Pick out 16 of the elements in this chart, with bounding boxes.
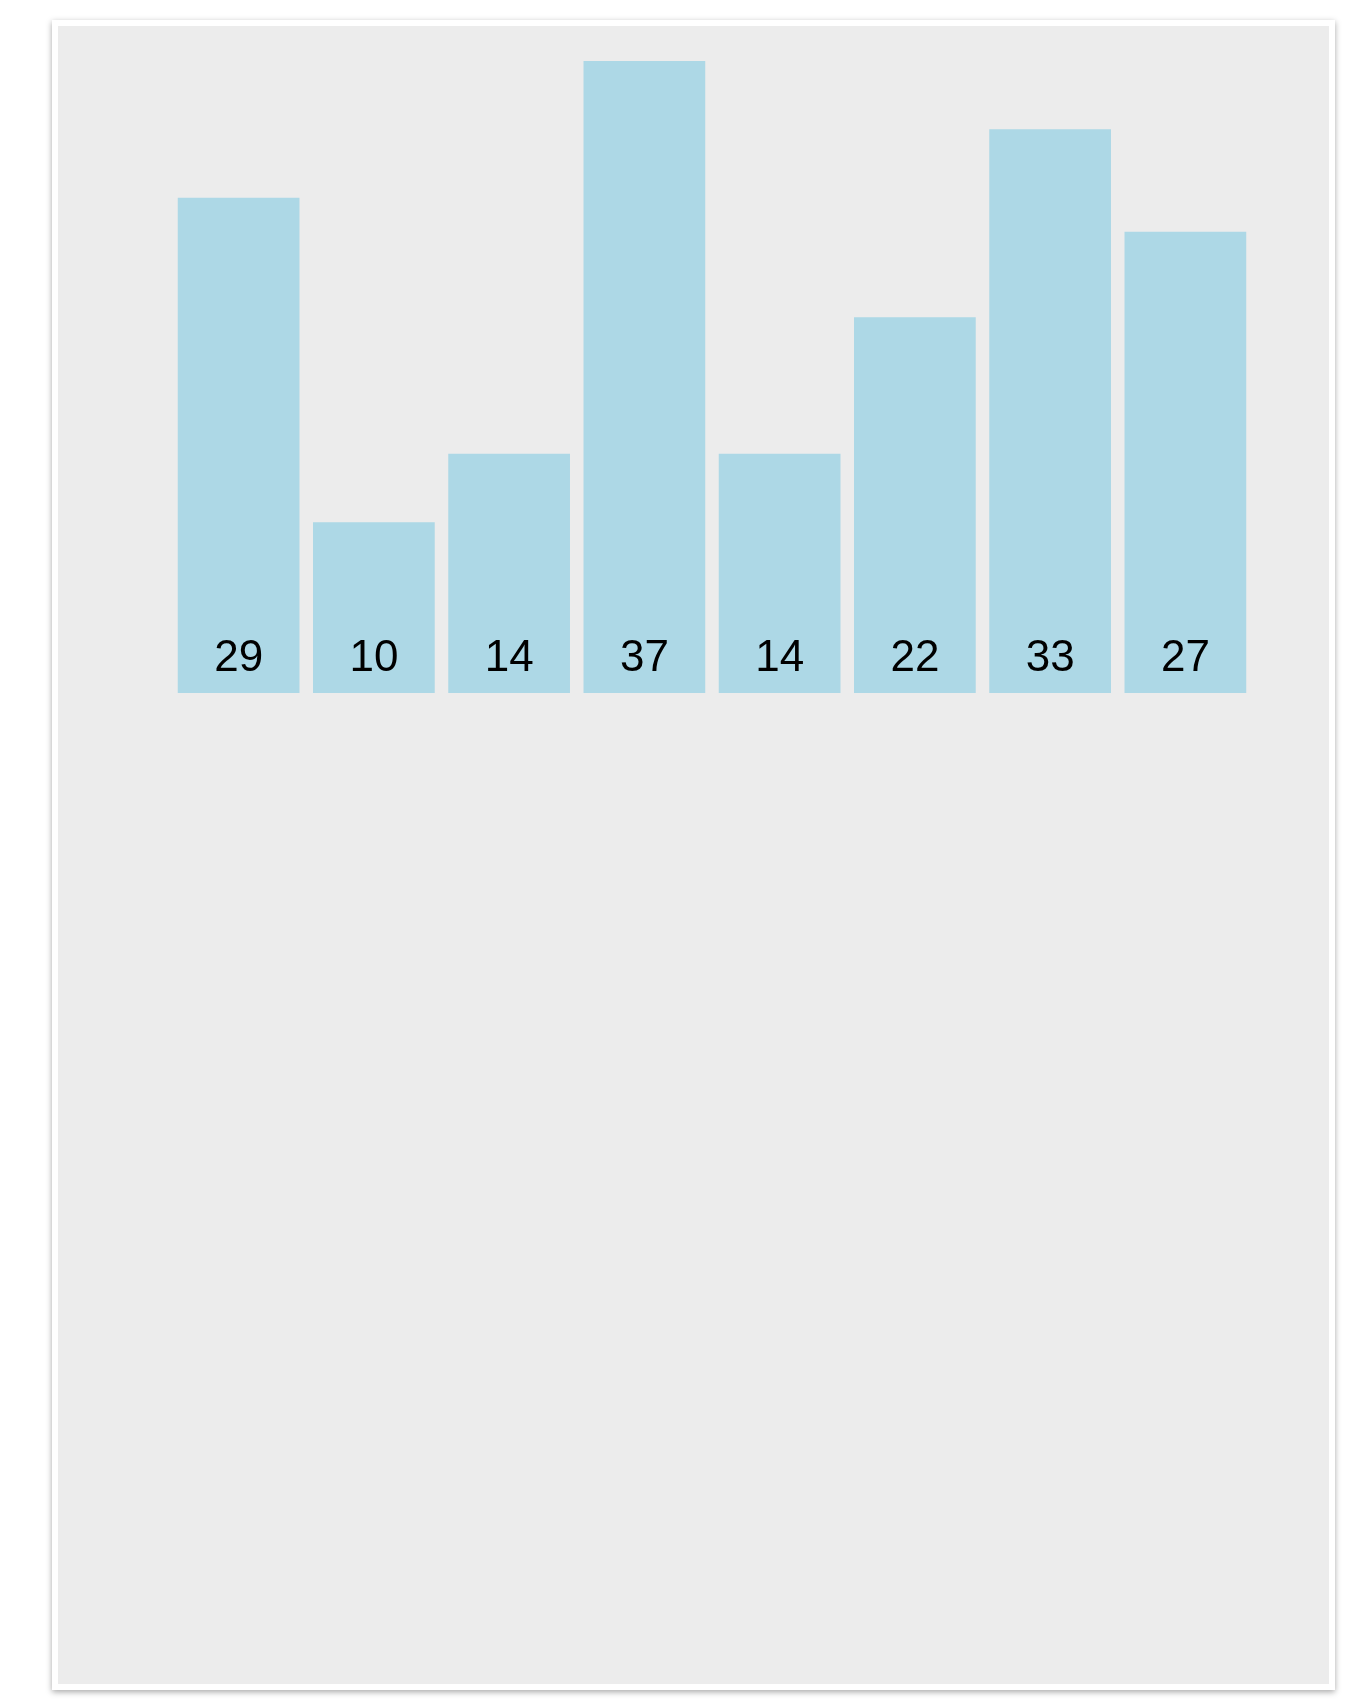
bar (177, 197, 300, 693)
data-label: 29 (214, 631, 264, 681)
bar (313, 522, 435, 693)
data-label: 10 (349, 631, 399, 681)
bar (1124, 231, 1247, 693)
bar (448, 453, 570, 693)
data-label: 14 (484, 631, 534, 681)
bar (989, 129, 1111, 693)
data-label: 14 (755, 631, 805, 681)
data-label: 22 (890, 631, 940, 681)
data-label: 27 (1160, 631, 1210, 681)
data-label: 37 (619, 631, 669, 681)
bar (854, 317, 976, 693)
bar (718, 453, 841, 693)
bar (583, 61, 706, 693)
data-label: 33 (1025, 631, 1075, 681)
